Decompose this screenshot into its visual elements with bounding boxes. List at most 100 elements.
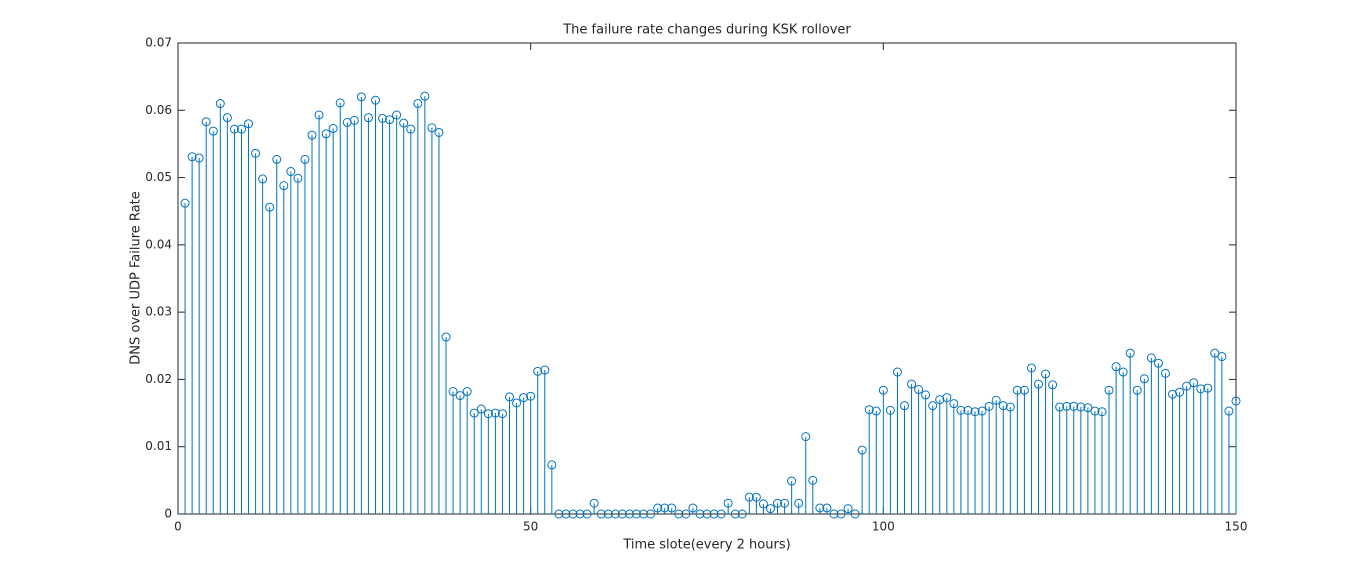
x-tick-label: 50: [523, 520, 538, 534]
stem-marker: [1132, 385, 1142, 395]
stem-marker: [723, 498, 733, 508]
stem-marker: [1055, 402, 1065, 412]
stem-marker: [1203, 383, 1213, 393]
stem-marker: [836, 509, 846, 519]
stem-marker: [370, 95, 380, 105]
stem-marker: [780, 498, 790, 508]
stem-marker: [787, 476, 797, 486]
stem-marker: [758, 499, 768, 509]
stem-marker: [1125, 348, 1135, 358]
stem-marker: [1175, 387, 1185, 397]
stem-marker: [801, 432, 811, 442]
stem-marker: [899, 401, 909, 411]
stem-marker: [949, 399, 959, 409]
stem-marker: [1069, 401, 1079, 411]
stem-marker: [272, 154, 282, 164]
stem-marker: [582, 509, 592, 519]
stem-marker: [603, 509, 613, 519]
stem-marker: [829, 509, 839, 519]
stem-marker: [808, 475, 818, 485]
stem-marker: [413, 99, 423, 109]
stem-marker: [730, 509, 740, 519]
y-tick-label: 0.06: [145, 103, 172, 117]
stem-marker: [1160, 368, 1170, 378]
stem-marker: [378, 113, 388, 123]
stem-marker: [187, 152, 197, 162]
y-tick-label: 0.02: [145, 372, 172, 386]
stem-marker: [1041, 369, 1051, 379]
stem-marker: [1005, 402, 1015, 412]
stem-marker: [991, 395, 1001, 405]
stem-marker: [251, 148, 261, 158]
stem-marker: [476, 404, 486, 414]
stem-marker: [1168, 389, 1178, 399]
stem-marker: [561, 509, 571, 519]
stem-marker: [469, 408, 479, 418]
stem-marker: [1231, 396, 1241, 406]
stem-marker: [984, 401, 994, 411]
stem-marker: [385, 115, 395, 125]
stem-marker: [455, 391, 465, 401]
y-tick-label: 0.01: [145, 439, 172, 453]
stem-marker: [1111, 362, 1121, 372]
stem-marker: [1034, 379, 1044, 389]
stem-marker: [928, 401, 938, 411]
y-tick-label: 0.03: [145, 305, 172, 319]
stem-marker: [448, 387, 458, 397]
stem-marker: [265, 202, 275, 212]
stem-marker: [229, 124, 239, 134]
stem-marker: [885, 405, 895, 415]
stem-marker: [1026, 363, 1036, 373]
stem-marker: [208, 126, 218, 136]
stem-marker: [201, 117, 211, 127]
stem-marker: [646, 509, 656, 519]
stem-marker: [1153, 358, 1163, 368]
stem-marker: [716, 509, 726, 519]
stem-marker: [519, 393, 529, 403]
stem-marker: [1097, 407, 1107, 417]
stem-marker: [589, 498, 599, 508]
stem-marker: [483, 409, 493, 419]
stem-marker: [737, 509, 747, 519]
stem-marker: [907, 379, 917, 389]
x-axis-label: Time slote(every 2 hours): [622, 538, 790, 553]
stem-marker: [1062, 401, 1072, 411]
stem-marker: [1139, 374, 1149, 384]
stem-marker: [935, 395, 945, 405]
stem-marker: [681, 509, 691, 519]
stem-marker: [441, 332, 451, 342]
stem-marker: [773, 498, 783, 508]
stem-marker: [575, 509, 585, 519]
stem-marker: [1090, 406, 1100, 416]
stem-marker: [631, 509, 641, 519]
stem-marker: [1012, 385, 1022, 395]
stem-marker: [512, 398, 522, 408]
stem-marker: [547, 460, 557, 470]
x-tick-label: 150: [1225, 520, 1248, 534]
stem-marker: [624, 509, 634, 519]
axes-box: [177, 42, 1237, 515]
stem-marker: [1196, 384, 1206, 394]
stem-marker: [871, 406, 881, 416]
stem-marker: [1104, 385, 1114, 395]
stem-marker: [667, 503, 677, 513]
stem-marker: [822, 503, 832, 513]
stem-marker: [349, 115, 359, 125]
stem-marker: [286, 167, 296, 177]
stem-marker: [998, 401, 1008, 411]
stem-marker: [857, 445, 867, 455]
stem-marker: [490, 408, 500, 418]
stem-marker: [420, 91, 430, 101]
stem-marker: [293, 173, 303, 183]
stem-marker: [610, 509, 620, 519]
stem-marker: [222, 113, 232, 123]
stem-marker: [194, 153, 204, 163]
stem-marker: [596, 509, 606, 519]
stem-marker: [1182, 381, 1192, 391]
stem-marker: [462, 387, 472, 397]
stem-marker: [434, 127, 444, 137]
stem-marker: [180, 198, 190, 208]
